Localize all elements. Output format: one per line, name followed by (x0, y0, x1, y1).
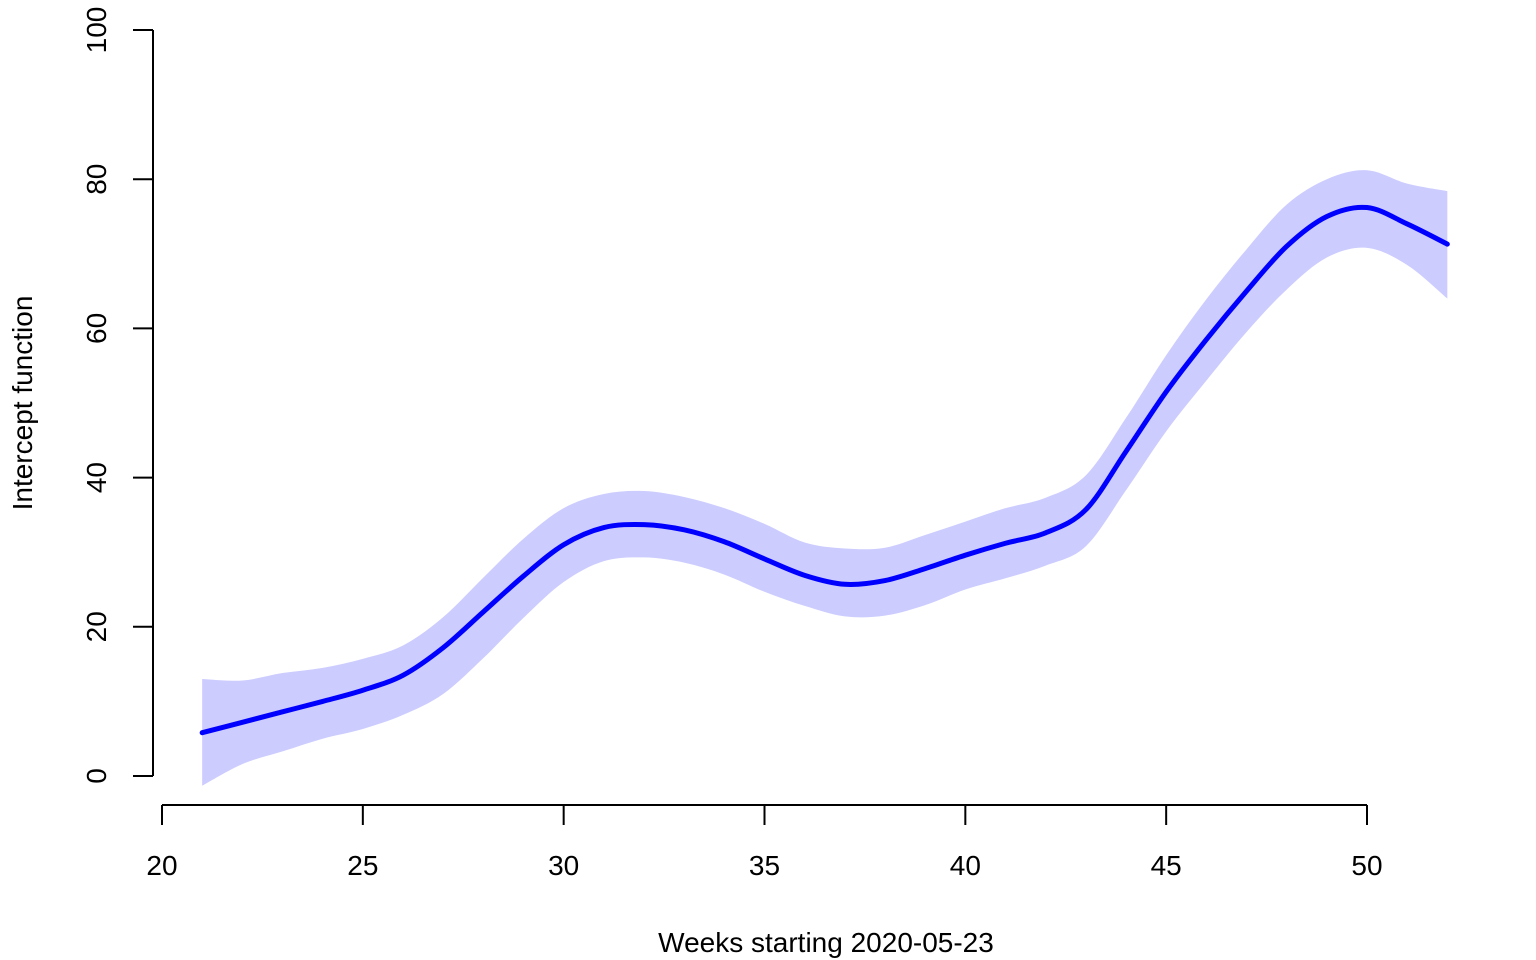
x-tick-label: 20 (146, 850, 177, 881)
series-line (199, 204, 1450, 736)
y-tick-label: 80 (81, 164, 112, 195)
x-tick-label: 45 (1151, 850, 1182, 881)
x-axis-title: Weeks starting 2020-05-23 (658, 927, 994, 958)
y-tick-label: 0 (81, 768, 112, 784)
y-tick-label: 60 (81, 313, 112, 344)
x-tick-label: 40 (950, 850, 981, 881)
x-tick-label: 35 (749, 850, 780, 881)
y-tick-label: 20 (81, 611, 112, 642)
y-tick-label: 40 (81, 462, 112, 493)
y-tick-label: 100 (81, 7, 112, 54)
y-axis-title: Intercept function (7, 296, 38, 511)
series-line-layer (199, 204, 1450, 736)
confidence-band-layer (202, 170, 1448, 786)
x-tick-label: 25 (347, 850, 378, 881)
x-tick-label: 30 (548, 850, 579, 881)
y-axis: 0 20 40 60 80 100 (81, 7, 154, 784)
x-axis: 20 25 30 35 40 45 50 (146, 804, 1383, 881)
x-tick-label: 50 (1351, 850, 1382, 881)
confidence-band (202, 170, 1448, 786)
